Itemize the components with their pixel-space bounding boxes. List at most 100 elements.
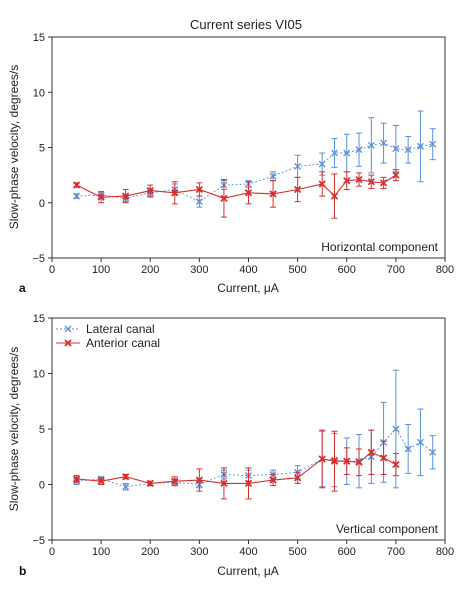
x-tick-label: 700 — [387, 264, 405, 276]
data-point-anterior — [367, 448, 375, 456]
data-point-lateral — [318, 160, 326, 168]
x-tick-label: 800 — [436, 546, 454, 558]
data-point-anterior — [293, 474, 302, 482]
data-point-anterior — [379, 454, 388, 462]
component-annotation: Horizontal component — [321, 240, 438, 254]
data-point-lateral — [380, 139, 388, 147]
series-lateral — [73, 369, 437, 491]
data-point-anterior — [146, 186, 154, 195]
data-point-anterior — [355, 458, 363, 466]
data-point-anterior — [355, 175, 363, 184]
y-tick-label: 5 — [39, 424, 45, 436]
data-point-anterior — [171, 477, 179, 485]
data-point-anterior — [220, 479, 228, 488]
data-point-anterior — [72, 475, 81, 483]
panel-label-a: a — [19, 281, 26, 295]
data-point-anterior — [392, 171, 400, 179]
x-tick-label: 0 — [49, 264, 55, 276]
data-point-lateral — [367, 141, 375, 149]
legend: Lateral canal Anterior canal — [56, 322, 160, 350]
data-point-anterior — [97, 193, 105, 201]
x-tick-label: 200 — [141, 264, 159, 276]
legend-item-anterior: Anterior canal — [56, 336, 160, 350]
x-tick-label: 400 — [239, 546, 257, 558]
panel-label-b: b — [19, 564, 26, 578]
data-point-anterior — [244, 479, 253, 488]
y-tick-label: 10 — [33, 369, 45, 381]
data-point-anterior — [220, 194, 228, 202]
data-point-lateral — [343, 149, 351, 157]
legend-item-lateral: Lateral canal — [56, 322, 155, 336]
series-layer — [72, 110, 437, 219]
x-tick-label: 400 — [239, 264, 257, 276]
data-point-lateral — [429, 140, 437, 148]
data-point-anterior — [330, 192, 339, 200]
y-tick-label: 5 — [39, 143, 45, 155]
x-tick-label: 600 — [338, 546, 356, 558]
data-point-lateral — [392, 145, 400, 153]
component-annotation: Vertical component — [336, 522, 439, 536]
y-tick-label: 0 — [39, 198, 45, 210]
data-point-lateral — [269, 172, 277, 180]
x-tick-label: 700 — [387, 546, 405, 558]
data-point-anterior — [269, 190, 277, 198]
data-point-anterior — [343, 177, 351, 185]
data-point-lateral — [294, 162, 302, 170]
x-tick-label: 600 — [338, 264, 356, 276]
plot-frame — [51, 36, 446, 259]
data-point-anterior — [122, 473, 130, 481]
data-point-anterior — [343, 457, 351, 465]
series-layer — [72, 369, 437, 500]
data-point-anterior — [318, 180, 326, 188]
series-lateral — [73, 110, 437, 208]
chart-title: Current series VI05 — [190, 17, 302, 32]
data-point-anterior — [269, 476, 277, 484]
y-tick-label: −5 — [32, 535, 45, 547]
axes-layer: −5 0 5 10 15 0 100 200 300 400 500 600 700 800 — [32, 32, 454, 276]
x-tick-label: 100 — [92, 546, 110, 558]
y-axis-label: Slow-phase velocity, degrees/s — [7, 65, 21, 230]
y-axis-label: Slow-phase velocity, degrees/s — [7, 347, 21, 512]
data-point-lateral — [195, 198, 203, 206]
x-tick-label: 800 — [436, 264, 454, 276]
y-tick-label: 15 — [33, 32, 45, 44]
data-point-anterior — [72, 181, 81, 189]
plot-frame — [51, 317, 446, 541]
x-tick-label: 500 — [288, 264, 306, 276]
data-point-anterior — [392, 460, 400, 469]
x-axis-label: Current, μA — [217, 281, 279, 295]
y-tick-label: 0 — [39, 480, 45, 492]
x-axis-label: Current, μA — [217, 564, 279, 578]
data-point-anterior — [367, 178, 375, 186]
data-point-anterior — [171, 189, 179, 197]
data-point-lateral — [429, 448, 437, 456]
data-point-lateral — [392, 425, 400, 433]
data-point-anterior — [97, 477, 105, 485]
data-point-lateral — [122, 483, 130, 491]
data-point-anterior — [146, 479, 154, 488]
data-point-lateral — [416, 438, 424, 446]
y-tick-label: 10 — [33, 87, 45, 99]
legend-marker-lateral — [64, 325, 72, 333]
legend-label-lateral: Lateral canal — [86, 322, 155, 336]
series-anterior — [72, 169, 400, 219]
data-point-anterior — [379, 179, 388, 187]
data-point-anterior — [293, 185, 302, 194]
data-point-lateral — [404, 445, 412, 453]
x-tick-label: 200 — [141, 546, 159, 558]
data-point-anterior — [318, 455, 326, 463]
y-tick-label: −5 — [32, 253, 45, 265]
legend-marker-anterior — [64, 339, 72, 347]
x-tick-label: 0 — [49, 546, 55, 558]
axes-layer: −5 0 5 10 15 0 100 200 300 400 500 600 700 800 — [32, 313, 454, 558]
data-point-lateral — [404, 146, 412, 154]
data-point-anterior — [195, 185, 204, 194]
data-point-anterior — [122, 192, 130, 200]
x-tick-label: 100 — [92, 264, 110, 276]
panel-b-chart: Slow-phase velocity, degrees/s Current, … — [7, 313, 454, 578]
series-line-lateral — [76, 142, 433, 203]
x-tick-label: 500 — [288, 546, 306, 558]
panel-a-chart: Current series VI05 Slow-phase velocity,… — [7, 17, 454, 295]
legend-label-anterior: Anterior canal — [86, 336, 160, 350]
